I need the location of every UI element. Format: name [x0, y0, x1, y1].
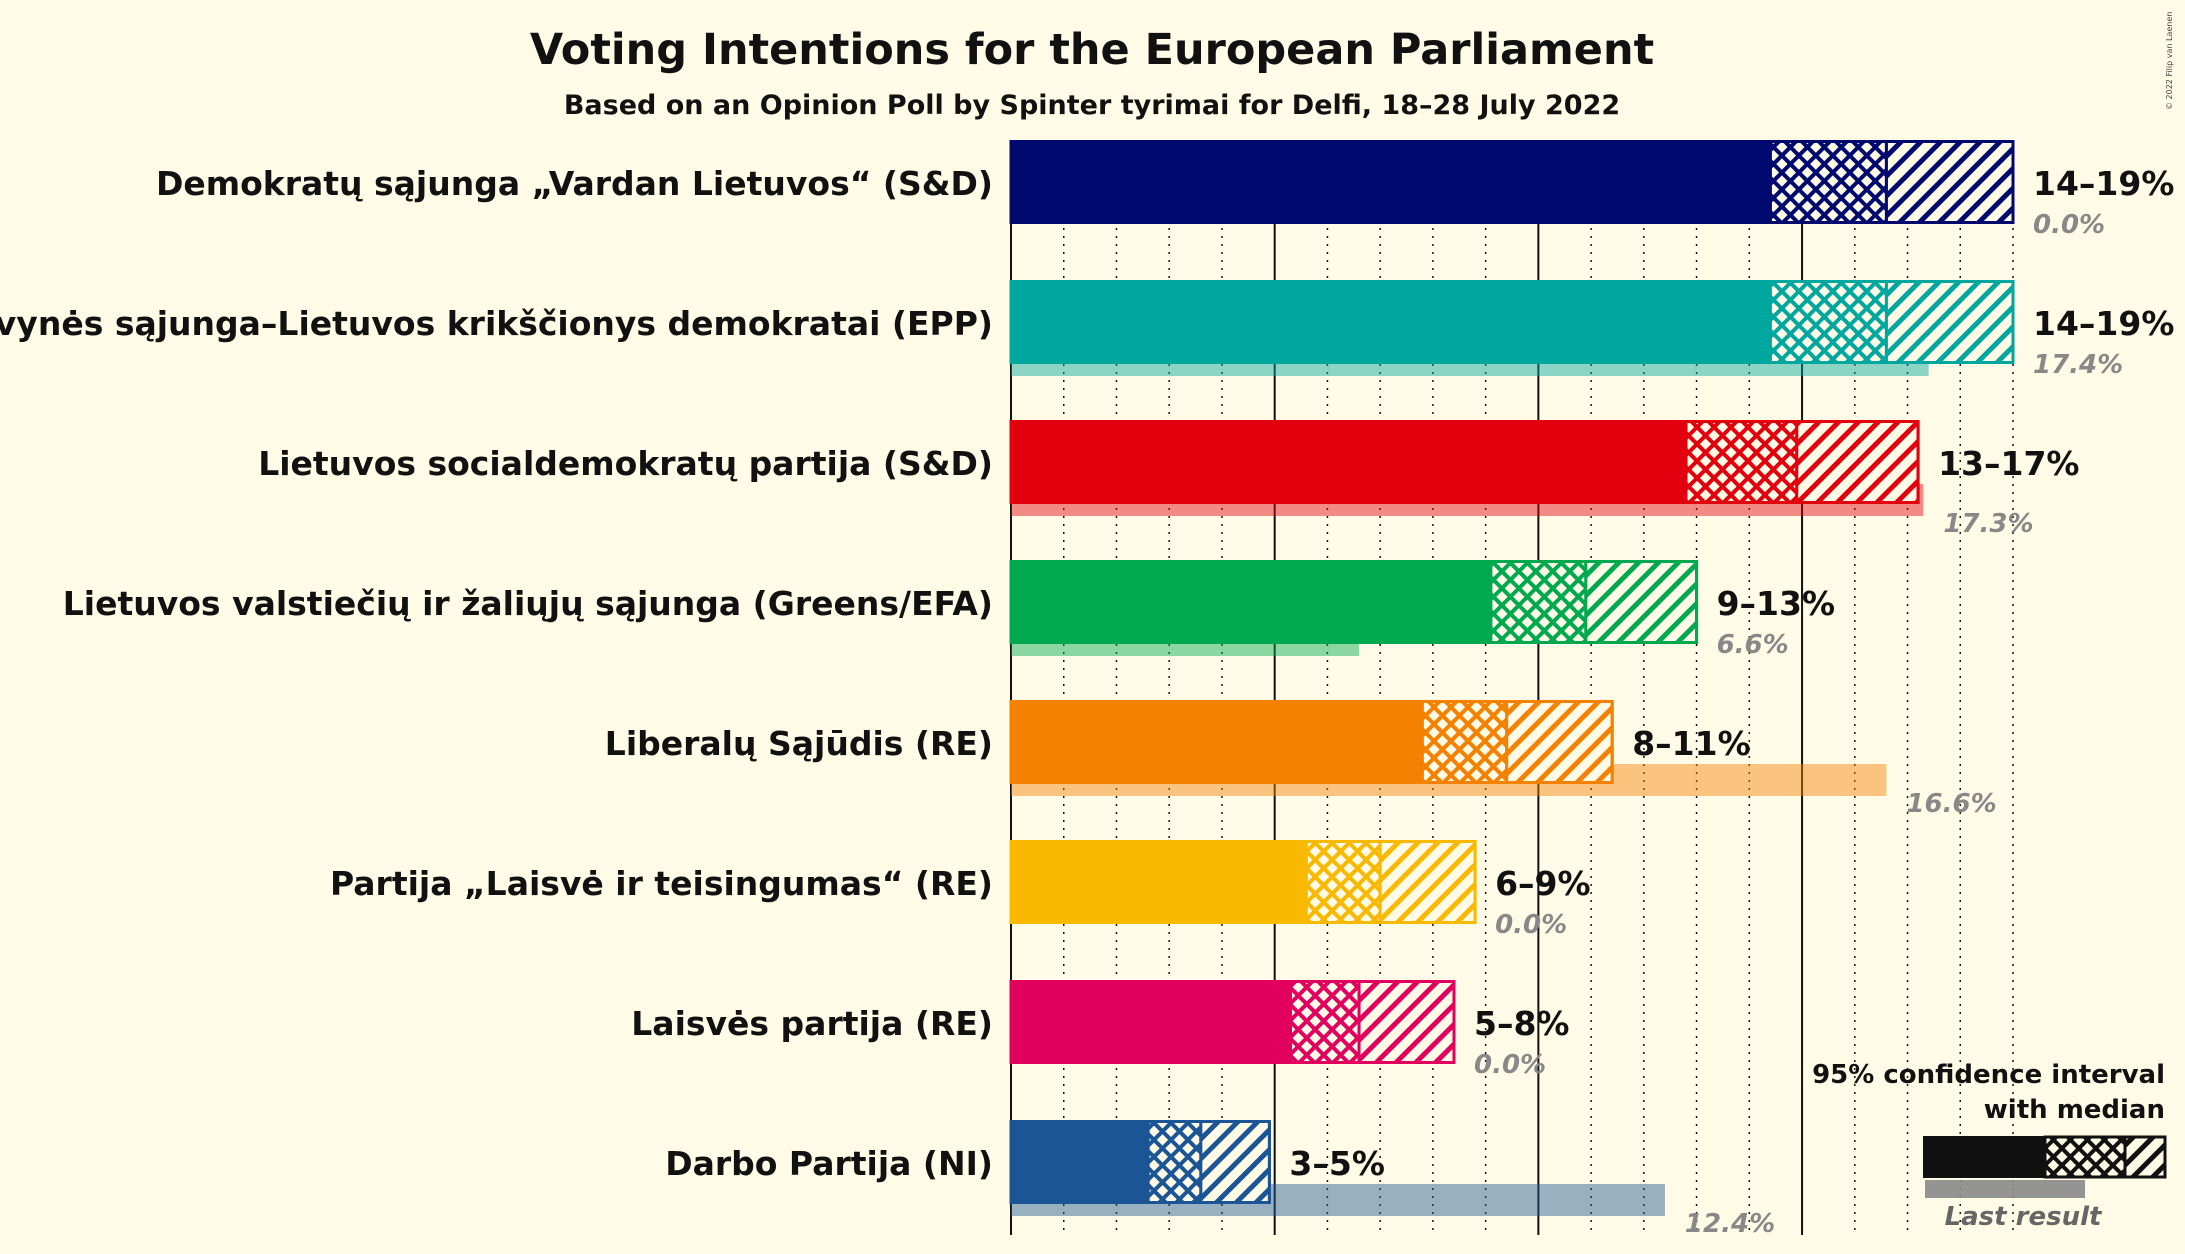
- bar-outline: [1009, 280, 2015, 364]
- ci-solid-bar: [1011, 140, 1771, 224]
- ci-upper-half: [1199, 1120, 1271, 1204]
- legend: 95% confidence interval with median Last…: [1812, 1060, 2167, 1232]
- bar-outline: [1009, 700, 1614, 784]
- range-label: 3–5%: [1289, 1144, 1385, 1183]
- ci-lower-half: [1684, 420, 1799, 504]
- ci-lower-half: [1768, 140, 1888, 224]
- last-result-label: 12.4%: [1685, 1209, 1775, 1239]
- last-result-label: 0.0%: [2033, 210, 2105, 240]
- last-result-label: 0.0%: [1495, 910, 1567, 940]
- legend-last-result-bar: [1925, 1180, 2085, 1198]
- ci-upper-half: [1584, 560, 1699, 644]
- ci-upper-half: [1378, 840, 1477, 924]
- last-result-label: 17.3%: [1943, 509, 2033, 539]
- chart-title: Voting Intentions for the European Parli…: [530, 25, 1654, 75]
- party-row: Lietuvos socialdemokratų partija (S&D) 13…: [258, 420, 2079, 539]
- ci-lower-half: [1489, 560, 1588, 644]
- range-label: 5–8%: [1474, 1004, 1570, 1043]
- ci-solid-bar: [1011, 560, 1491, 644]
- ci-solid-bar: [1011, 700, 1423, 784]
- ci-upper-half: [1795, 420, 1920, 504]
- legend-last-result-label: Last result: [1945, 1202, 2103, 1232]
- ci-upper-half: [1884, 140, 2015, 224]
- legend-solid: [1923, 1136, 2045, 1178]
- bar-outline: [1009, 560, 1699, 644]
- ci-lower-half: [1768, 280, 1888, 364]
- legend-ci-title-line1: 95% confidence interval: [1812, 1060, 2165, 1090]
- ci-upper-half: [1357, 980, 1456, 1064]
- bars-group: Demokratų sąjunga „Vardan Lietuvos“ (S&D…: [0, 140, 2174, 1239]
- last-result-label: 0.0%: [1474, 1050, 1546, 1080]
- party-label: Tėvynės sąjunga–Lietuvos krikščionys dem…: [0, 304, 993, 343]
- bar-outline: [1009, 1120, 1271, 1204]
- party-label: Laisvės partija (RE): [631, 1004, 993, 1043]
- party-label: Demokratų sąjunga „Vardan Lietuvos“ (S&D…: [156, 164, 993, 203]
- bar-outline: [1009, 420, 1920, 504]
- party-label: Liberalų Sąjūdis (RE): [605, 724, 993, 763]
- ci-solid-bar: [1011, 840, 1307, 924]
- party-row: Demokratų sąjunga „Vardan Lietuvos“ (S&D…: [156, 140, 2174, 240]
- party-label: Partija „Laisvė ir teisingumas“ (RE): [330, 864, 993, 903]
- party-label: Lietuvos socialdemokratų partija (S&D): [258, 444, 993, 483]
- bar-outline: [1009, 980, 1456, 1064]
- party-row: Liberalų Sąjūdis (RE) 8–11% 16.6%: [605, 700, 1997, 819]
- party-row: Lietuvos valstiečių ir žaliųjų sąjunga (…: [63, 560, 1835, 660]
- ci-solid-bar: [1011, 420, 1687, 504]
- legend-swatch: [1923, 1135, 2167, 1198]
- party-row: Laisvės partija (RE) 5–8% 0.0%: [631, 980, 1569, 1080]
- party-row: Darbo Partija (NI) 3–5% 12.4%: [665, 1120, 1775, 1239]
- ci-solid-bar: [1011, 980, 1291, 1064]
- last-result-label: 16.6%: [1906, 789, 1996, 819]
- party-row: Tėvynės sąjunga–Lietuvos krikščionys dem…: [0, 280, 2174, 380]
- ci-lower-half: [1420, 700, 1509, 784]
- party-label: Lietuvos valstiečių ir žaliųjų sąjunga (…: [63, 584, 993, 623]
- copyright-note: © 2022 Filip van Laenen: [2165, 12, 2174, 110]
- legend-diagonal: [2123, 1135, 2167, 1179]
- range-label: 9–13%: [1717, 584, 1835, 623]
- legend-crosshatch: [2043, 1135, 2127, 1179]
- ci-upper-half: [1884, 280, 2015, 364]
- range-label: 6–9%: [1495, 864, 1591, 903]
- party-row: Partija „Laisvė ir teisingumas“ (RE) 6–9%…: [330, 840, 1591, 940]
- last-result-label: 6.6%: [1717, 630, 1789, 660]
- ci-lower-half: [1289, 980, 1361, 1064]
- ci-solid-bar: [1011, 280, 1771, 364]
- last-result-label: 17.4%: [2033, 350, 2123, 380]
- bar-outline: [1009, 140, 2015, 224]
- ci-solid-bar: [1011, 1120, 1149, 1204]
- range-label: 8–11%: [1632, 724, 1750, 763]
- ci-upper-half: [1505, 700, 1614, 784]
- chart-subtitle: Based on an Opinion Poll by Spinter tyri…: [564, 90, 1620, 121]
- range-label: 13–17%: [1938, 444, 2079, 483]
- legend-ci-title-line2: with median: [1984, 1095, 2165, 1125]
- range-label: 14–19%: [2033, 164, 2174, 203]
- bar-outline: [1009, 840, 1477, 924]
- range-label: 14–19%: [2033, 304, 2174, 343]
- ci-lower-half: [1304, 840, 1382, 924]
- ci-lower-half: [1146, 1120, 1203, 1204]
- party-label: Darbo Partija (NI): [665, 1144, 993, 1183]
